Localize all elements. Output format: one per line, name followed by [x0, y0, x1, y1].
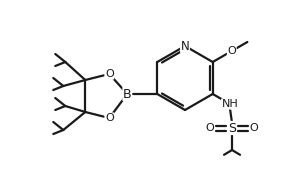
Text: O: O	[105, 69, 114, 79]
Text: O: O	[105, 113, 114, 123]
Text: B: B	[123, 87, 132, 100]
Text: O: O	[227, 46, 236, 56]
Text: S: S	[228, 121, 236, 134]
Text: N: N	[181, 39, 189, 52]
Text: O: O	[250, 123, 258, 133]
Text: NH: NH	[222, 99, 238, 109]
Text: O: O	[206, 123, 214, 133]
